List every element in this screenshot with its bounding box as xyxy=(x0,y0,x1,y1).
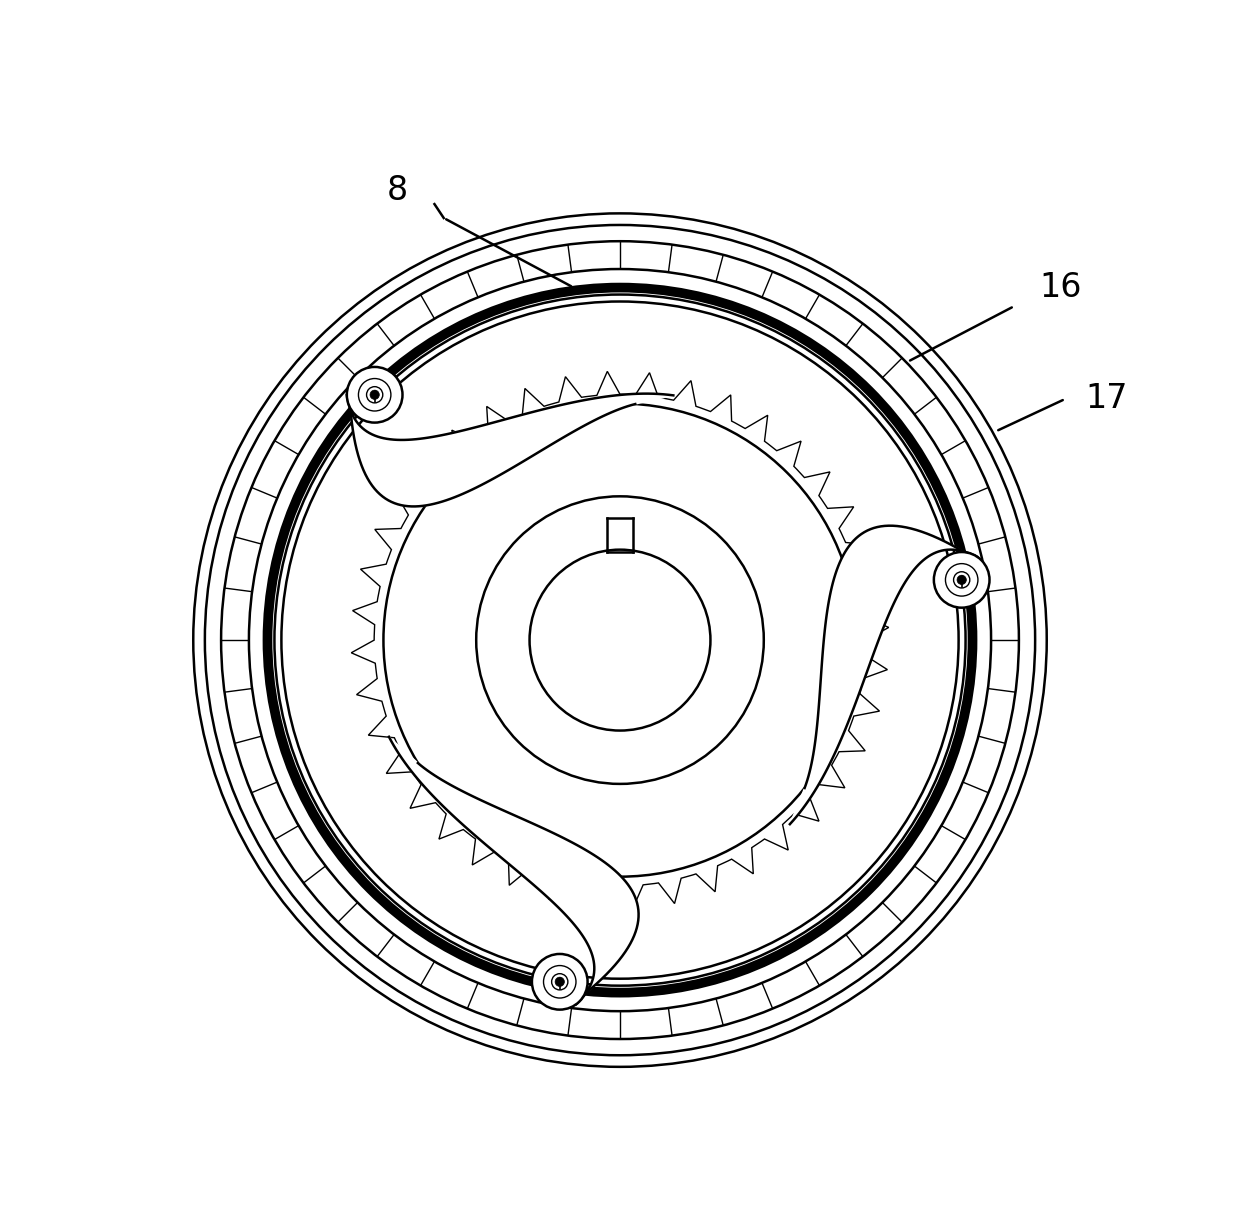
Circle shape xyxy=(556,977,564,987)
Polygon shape xyxy=(389,737,639,1005)
Circle shape xyxy=(954,572,970,589)
Circle shape xyxy=(543,966,577,999)
Circle shape xyxy=(529,550,711,731)
Circle shape xyxy=(374,394,866,886)
Circle shape xyxy=(476,497,764,784)
Circle shape xyxy=(347,367,403,422)
Text: 17: 17 xyxy=(1086,382,1128,415)
Text: 8: 8 xyxy=(387,174,408,206)
Circle shape xyxy=(367,387,383,403)
Circle shape xyxy=(383,404,857,877)
Circle shape xyxy=(552,973,568,990)
Circle shape xyxy=(274,294,966,985)
Polygon shape xyxy=(347,393,673,507)
Circle shape xyxy=(358,379,391,411)
Circle shape xyxy=(934,552,990,608)
Circle shape xyxy=(945,563,978,596)
Circle shape xyxy=(188,209,1052,1071)
Text: 16: 16 xyxy=(1039,271,1083,304)
Circle shape xyxy=(370,390,379,399)
Polygon shape xyxy=(790,526,977,824)
Circle shape xyxy=(327,347,913,932)
Circle shape xyxy=(957,575,966,585)
Circle shape xyxy=(532,954,588,1009)
